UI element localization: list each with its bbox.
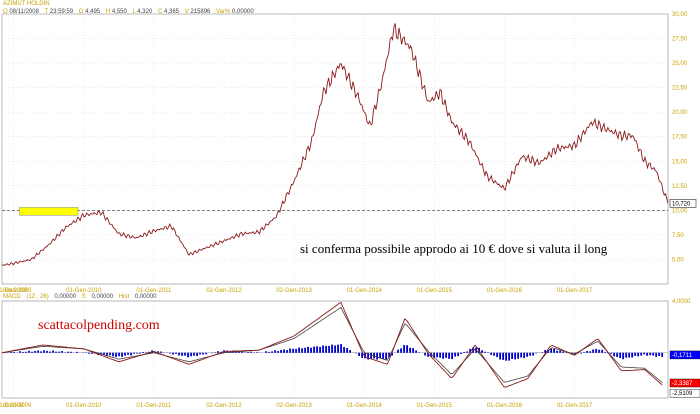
macd-x-tick-label: 01-Gen-2016 — [487, 403, 523, 409]
macd-x-tick-label: 01-Gen-2014 — [347, 403, 383, 409]
price-x-tick-label: 02-Gen-2012 — [206, 288, 242, 294]
close-readout: C 4,365 — [157, 9, 180, 15]
price-y-tick-label: 27,50 — [672, 37, 688, 43]
price-y-tick-label: 20,00 — [672, 110, 688, 116]
price-y-tick-label: 22,50 — [672, 86, 688, 92]
time-readout: T 23:59:59 — [44, 9, 74, 15]
macd-x-tick-label: 0r 2008 — [3, 403, 24, 409]
ohlc-readout: O 08/11/2008 T 23:59:59 O 4,495 H 4,550 … — [3, 9, 258, 15]
macd-value-label: -0,1711 — [672, 353, 693, 359]
macd-header: MACD (12 , 26) 0,00000 S 0,00000 Hist 0,… — [3, 294, 161, 300]
macd-x-tick-label: 02-Gen-2013 — [276, 403, 312, 409]
open-readout: O 4,495 — [78, 9, 101, 15]
last-price-box — [669, 199, 697, 208]
low-readout: L 4,320 — [132, 9, 153, 15]
chart-annotation: si conferma possibile approdo ai 10 € do… — [300, 241, 608, 256]
price-y-tick-label: 5,00 — [672, 257, 684, 263]
macd-x-tick-label: 01-Gen-2009 — [0, 403, 32, 409]
macd-value-label: -2,3387 — [672, 381, 693, 387]
macd-value-label: -2,5109 — [672, 391, 693, 397]
macd-x-tick-label: 01-Gen-2015 — [417, 403, 453, 409]
macd-value-box — [669, 350, 700, 360]
price-y-tick-label: 12,50 — [672, 184, 688, 190]
price-x-tick-label: 0ro-2008 — [3, 288, 28, 294]
high-readout: H 4,550 — [105, 9, 127, 15]
macd-signal-letter: S — [81, 294, 86, 300]
price-x-tick-label: 01-Gen-2016 — [487, 288, 523, 294]
price-y-tick-label: 25,00 — [672, 61, 688, 67]
price-x-tick-label: 01-Gen-2010 — [66, 288, 102, 294]
macd-x-tick-label: 01-Gen-2017 — [557, 403, 593, 409]
watermark-text: scattacolpending.com — [38, 318, 160, 333]
volume-readout: V 215896 — [184, 9, 211, 15]
price-x-tick-label: 01-Gen-2011 — [136, 288, 172, 294]
macd-params: (12 , 26) — [26, 294, 49, 300]
var-readout: Var% 0,00000 — [216, 9, 254, 15]
macd-signal-line — [1, 306, 663, 383]
price-x-tick-label: 01-Gen-2009 — [0, 288, 32, 294]
price-x-tick-label: 01-Gen-2017 — [557, 288, 593, 294]
price-series-line — [1, 23, 669, 266]
macd-y-tick-label: 4,0000 — [672, 299, 691, 305]
date-readout: O 08/11/2008 — [3, 9, 39, 15]
macd-x-tick-label: 01-Gen-2010 — [66, 403, 102, 409]
price-y-tick-label: 15,00 — [672, 159, 688, 165]
macd-hist-value: 0,00000 — [134, 294, 157, 300]
price-x-tick-label: 02-Gen-2013 — [276, 288, 312, 294]
price-x-tick-label: 01-Gen-2015 — [417, 288, 453, 294]
price-y-tick-label: 10,00 — [672, 208, 688, 214]
last-price-label: 10,720 — [672, 201, 691, 207]
macd-x-tick-label: 01-Gen-2011 — [136, 403, 172, 409]
macd-value-box — [669, 388, 700, 398]
macd-line — [1, 301, 663, 388]
macd-signal-value: 0,00000 — [91, 294, 114, 300]
instrument-title: AZIMUT HOLDIN — [3, 1, 50, 7]
price-y-tick-label: 17,50 — [672, 135, 688, 141]
macd-x-tick-label: 02-Gen-2012 — [206, 403, 242, 409]
macd-value: 0,00000 — [54, 294, 77, 300]
price-y-tick-label: 30,00 — [672, 12, 688, 18]
macd-hist-letter: Hist — [118, 294, 130, 300]
price-x-tick-label: 01-Gen-2014 — [347, 288, 383, 294]
price-y-tick-label: 7,50 — [672, 233, 684, 239]
macd-title: MACD — [3, 294, 21, 300]
resistance-highlight-box — [19, 207, 79, 216]
macd-value-box — [669, 378, 700, 388]
